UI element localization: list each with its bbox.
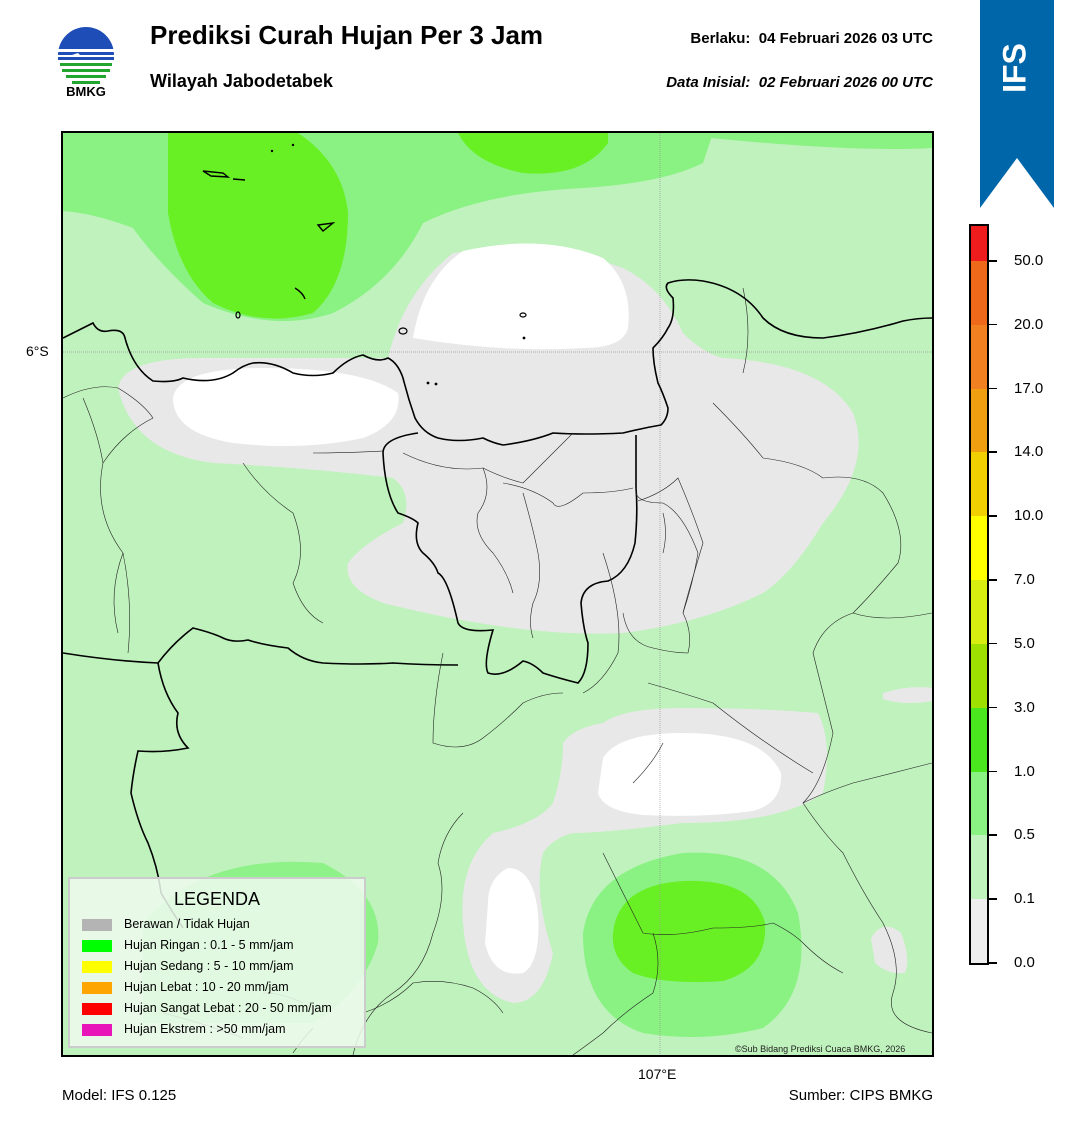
colorbar-tick (989, 642, 997, 645)
legend-item: Hujan Sedang : 5 - 10 mm/jam (82, 959, 294, 975)
legend-label: Hujan Sedang : 5 - 10 mm/jam (124, 959, 294, 973)
legend-swatch (82, 960, 112, 973)
colorbar-tick-label: 10.0 (1014, 507, 1044, 525)
island (316, 221, 336, 232)
colorbar-segment (971, 835, 987, 900)
colorbar-segment (971, 226, 987, 261)
cloud-zone-clear (413, 243, 629, 350)
init-time: Data Inisial: 02 Februari 2026 00 UTC (666, 74, 933, 91)
colorbar-segment (971, 452, 987, 517)
coastline (63, 279, 932, 446)
legend-label: Hujan Lebat : 10 - 20 mm/jam (124, 980, 289, 994)
colorbar-tick-label: 3.0 (1014, 698, 1035, 716)
rain-zone-moderate (168, 133, 348, 319)
ribbon-label: IFS (996, 43, 1032, 93)
map-canvas (63, 133, 932, 1055)
colorbar-segment (971, 516, 987, 581)
colorbar-tick-label: 1.0 (1014, 762, 1035, 780)
legend-label: Hujan Sangat Lebat : 20 - 50 mm/jam (124, 1001, 332, 1015)
colorbar-segment (971, 324, 987, 389)
colorbar-tick (989, 515, 997, 517)
colorbar-tick-label: 0.0 (1014, 954, 1035, 971)
colorbar-tick (989, 451, 997, 453)
colorbar-tick (989, 898, 997, 900)
cloud-zone-clear (485, 868, 539, 974)
rainfall-map (61, 131, 934, 1057)
colorbar-tick-label: 7.0 (1014, 571, 1035, 589)
legend-item: Hujan Ringan : 0.1 - 5 mm/jam (82, 938, 294, 954)
logo-text: BMKG (66, 84, 106, 99)
copyright-text: ©Sub Bidang Prediksi Cuaca BMKG, 2026 (735, 1044, 906, 1054)
legend-label: Hujan Ringan : 0.1 - 5 mm/jam (124, 938, 294, 952)
island (294, 287, 306, 300)
colorbar-tick-label: 0.1 (1014, 890, 1035, 908)
source-label: Sumber: CIPS BMKG (788, 1087, 933, 1104)
rain-zone-moderate (612, 880, 766, 982)
cloud-zone-clear (598, 733, 782, 816)
legend-label: Berawan / Tidak Hujan (124, 917, 250, 931)
colorbar-tick (989, 962, 997, 964)
colorbar-tick-label: 20.0 (1014, 315, 1044, 333)
island (202, 170, 231, 178)
legend-swatch (82, 939, 112, 952)
island (519, 312, 527, 318)
ifs-ribbon: IFS (980, 0, 1054, 208)
rain-zone-light (653, 133, 932, 149)
colorbar-segment (971, 388, 987, 453)
cloud-zone (883, 687, 932, 704)
colorbar (969, 224, 989, 965)
colorbar-segment (971, 707, 987, 772)
island (434, 382, 438, 386)
island (291, 143, 295, 147)
legend-label: Hujan Ekstrem : >50 mm/jam (124, 1022, 286, 1036)
bmkg-logo-icon (58, 27, 114, 84)
cloud-zone-clear (173, 368, 399, 447)
colorbar-segment (971, 899, 987, 963)
legend-swatch (82, 981, 112, 994)
colorbar-tick-label: 0.5 (1014, 826, 1035, 844)
legend-item: Hujan Sangat Lebat : 20 - 50 mm/jam (82, 1001, 332, 1017)
colorbar-segment (971, 261, 987, 325)
island (232, 178, 246, 181)
island (426, 381, 430, 385)
legend-swatch (82, 918, 112, 931)
island (398, 327, 408, 335)
legend-item: Hujan Lebat : 10 - 20 mm/jam (82, 980, 289, 996)
colorbar-tick (989, 834, 997, 836)
rain-zone-moderate (458, 133, 608, 174)
colorbar-segment (971, 580, 987, 644)
colorbar-tick-label: 17.0 (1014, 379, 1044, 397)
island (235, 311, 241, 319)
latitude-label: 6°S (26, 343, 49, 359)
colorbar-tick (989, 579, 997, 581)
colorbar-tick (989, 323, 997, 326)
colorbar-tick (989, 770, 997, 773)
page-subtitle: Wilayah Jabodetabek (150, 71, 333, 91)
island (522, 336, 526, 340)
colorbar-tick (989, 387, 997, 390)
province-border (382, 432, 638, 684)
colorbar-segment (971, 771, 987, 836)
legend-item: Berawan / Tidak Hujan (82, 917, 250, 933)
colorbar-tick-label: 50.0 (1014, 252, 1044, 269)
colorbar-tick (989, 706, 997, 709)
model-label: Model: IFS 0.125 (62, 1087, 177, 1104)
island (270, 149, 274, 153)
colorbar-tick-label: 14.0 (1014, 443, 1044, 461)
colorbar-segment (971, 643, 987, 708)
colorbar-tick (989, 260, 997, 262)
page-title: Prediksi Curah Hujan Per 3 Jam (150, 20, 544, 50)
longitude-label: 107°E (638, 1066, 677, 1082)
legend-swatch (82, 1023, 112, 1036)
legend-box: LEGENDA Berawan / Tidak Hujan Hujan Ring… (68, 877, 366, 1048)
legend-item: Hujan Ekstrem : >50 mm/jam (82, 1022, 286, 1038)
cloud-zone (871, 926, 908, 974)
legend-title: LEGENDA (173, 889, 261, 909)
colorbar-tick-label: 5.0 (1014, 634, 1035, 652)
valid-time: Berlaku: 04 Februari 2026 03 UTC (690, 30, 933, 47)
province-border (63, 627, 459, 666)
legend-swatch (82, 1002, 112, 1015)
